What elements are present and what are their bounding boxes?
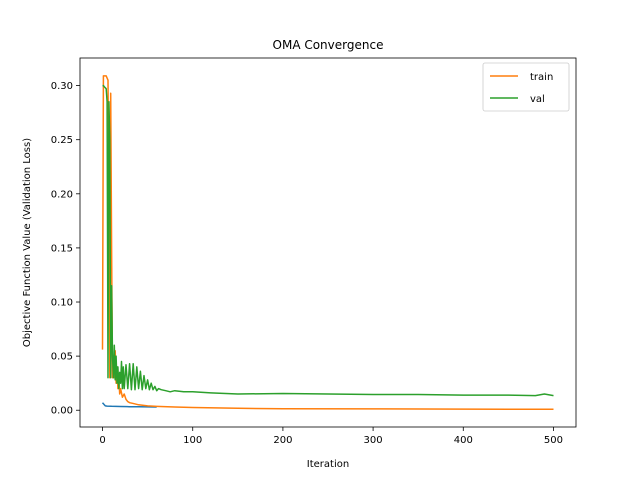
x-tick-label-400: 400 <box>454 435 473 446</box>
legend-box <box>482 62 570 112</box>
y-tick-label-5: 0.25 <box>51 135 73 146</box>
legend: train val <box>482 62 570 112</box>
y-axis-label: Objective Function Value (Validation Los… <box>22 138 33 347</box>
chart-title: OMA Convergence <box>273 38 384 52</box>
x-tick-label-200: 200 <box>273 435 292 446</box>
plot-lines <box>101 75 554 411</box>
x-axis-label: Iteration <box>307 459 349 470</box>
series-line-train <box>101 75 554 411</box>
legend-label-val: val <box>530 94 545 105</box>
y-tick-label-3: 0.15 <box>51 243 73 254</box>
series-line-val <box>102 84 554 397</box>
y-tick-label-2: 0.10 <box>51 298 73 309</box>
y-axis-ticks: 0.00 0.05 0.10 0.15 0.20 0.25 0.30 <box>51 81 80 417</box>
series-line-unnamed-0 <box>101 402 157 408</box>
y-tick-label-1: 0.05 <box>51 352 73 363</box>
y-tick-label-0: 0.00 <box>51 406 73 417</box>
y-tick-label-4: 0.20 <box>51 189 73 200</box>
legend-label-train: train <box>530 72 553 83</box>
x-tick-label-100: 100 <box>183 435 202 446</box>
x-axis-ticks: 0 100 200 300 400 500 <box>99 427 563 446</box>
x-tick-label-500: 500 <box>544 435 563 446</box>
y-tick-label-6: 0.30 <box>51 81 73 92</box>
x-tick-label-0: 0 <box>99 435 105 446</box>
plot-frame <box>79 57 577 428</box>
x-tick-label-300: 300 <box>364 435 383 446</box>
